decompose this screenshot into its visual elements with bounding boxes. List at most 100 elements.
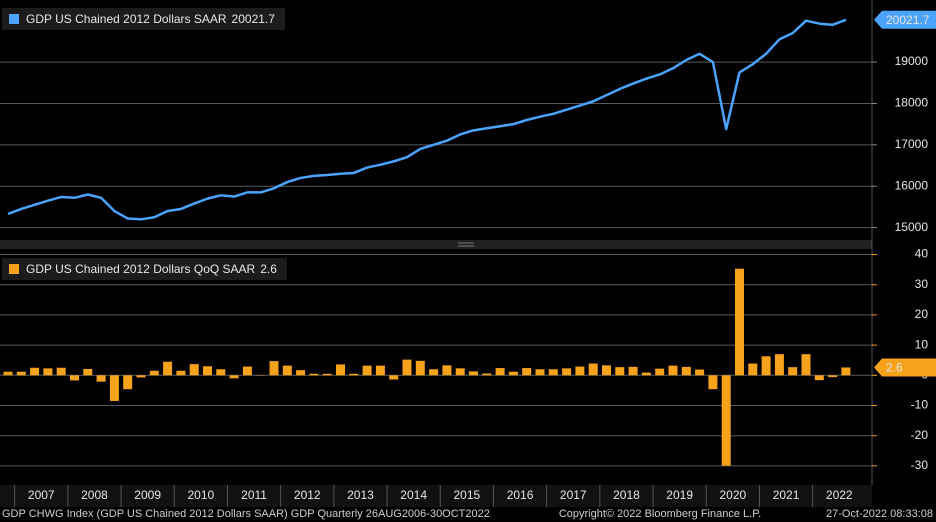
legend: GDP US Chained 2012 Dollars SAAR 20021.7 — [2, 8, 285, 30]
bar — [3, 371, 13, 376]
x-tick-label: 2014 — [400, 488, 427, 502]
bar — [136, 375, 146, 378]
bar — [336, 364, 345, 376]
bar — [70, 375, 79, 381]
bar — [189, 364, 199, 376]
bar — [216, 369, 226, 376]
x-tick-label: 2021 — [773, 488, 800, 502]
x-tick-label: 2012 — [294, 488, 321, 502]
last-value-tag — [874, 358, 936, 377]
bar — [389, 375, 399, 380]
panel-divider — [0, 240, 872, 249]
bar — [203, 366, 212, 376]
x-tick-label: 2009 — [134, 488, 161, 502]
bar — [748, 363, 758, 376]
bar — [56, 367, 66, 376]
footer-right: 27-Oct-2022 08:33:08 — [826, 508, 933, 520]
y-tick-label: 17000 — [895, 137, 929, 151]
x-tick-label: 2008 — [81, 488, 108, 502]
bar — [761, 356, 771, 376]
bar — [123, 375, 133, 390]
bar — [109, 375, 119, 401]
x-tick-label: 2015 — [453, 488, 480, 502]
y-tick-label: -10 — [911, 398, 929, 412]
legend-value: 2.6 — [260, 262, 277, 276]
bar — [774, 354, 784, 376]
footer-center: Copyright© 2022 Bloomberg Finance L.P. — [559, 508, 761, 520]
line-series — [7, 18, 847, 221]
x-tick-label: 2016 — [507, 488, 534, 502]
bar — [442, 365, 452, 376]
bar — [242, 366, 252, 376]
bar — [655, 368, 665, 376]
bar — [43, 368, 53, 376]
x-tick-label: 2018 — [613, 488, 640, 502]
bar — [269, 361, 279, 376]
bar — [575, 366, 585, 376]
x-tick-label: 2007 — [28, 488, 55, 502]
bar — [828, 375, 838, 378]
bar — [562, 368, 572, 376]
y-tick-label: 30 — [915, 277, 929, 291]
last-value-label: 2.6 — [886, 361, 903, 375]
bar — [296, 370, 306, 376]
footer-left: GDP CHWG Index (GDP US Chained 2012 Doll… — [2, 508, 490, 520]
x-axis-band — [0, 485, 872, 507]
bar — [788, 367, 798, 376]
legend-value: 20021.7 — [232, 12, 276, 26]
bar — [814, 375, 824, 381]
bar — [482, 373, 492, 376]
bar — [402, 359, 412, 376]
bar — [615, 367, 625, 376]
y-tick-label: 18000 — [895, 96, 929, 110]
bar — [455, 368, 465, 376]
legend-swatch — [9, 14, 19, 24]
legend-box — [2, 258, 287, 280]
x-tick-label: 2011 — [241, 488, 267, 502]
y-tick-label: 40 — [915, 247, 929, 261]
bar — [708, 375, 718, 390]
x-tick-label: 2010 — [187, 488, 214, 502]
y-tick-label: 15000 — [895, 220, 929, 234]
bar — [508, 371, 518, 376]
bar — [469, 371, 478, 376]
y-tick-label: -20 — [911, 428, 929, 442]
legend-label: GDP US Chained 2012 Dollars SAAR — [26, 12, 227, 26]
bar — [149, 370, 159, 376]
last-value-tag — [874, 10, 936, 29]
bar — [721, 375, 731, 466]
x-tick-label: 2020 — [719, 488, 746, 502]
bar — [309, 373, 319, 376]
legend-swatch — [9, 264, 19, 274]
y-tick-label: 20 — [915, 307, 929, 321]
x-tick-label: 2022 — [826, 488, 853, 502]
bar — [282, 365, 292, 376]
y-tick-label: 16000 — [895, 178, 929, 192]
last-value-label: 20021.7 — [886, 13, 930, 27]
bar — [628, 366, 638, 376]
bar — [535, 369, 545, 376]
bar — [349, 373, 359, 376]
bar — [548, 369, 558, 376]
bar — [375, 365, 385, 376]
bar — [641, 372, 651, 376]
bar — [322, 373, 332, 376]
bar — [735, 268, 744, 376]
bar — [415, 360, 425, 376]
bar — [229, 375, 239, 379]
bar — [602, 365, 611, 376]
bar — [163, 361, 173, 376]
x-tick-label: 2019 — [666, 488, 693, 502]
bar — [495, 368, 505, 376]
y-tick-label: 10 — [915, 337, 929, 351]
bar — [83, 368, 93, 376]
bar — [668, 365, 678, 376]
x-tick-label: 2013 — [347, 488, 374, 502]
bar — [96, 375, 106, 382]
bar — [801, 354, 811, 376]
bar — [588, 363, 598, 376]
bar — [176, 370, 186, 376]
legend-label: GDP US Chained 2012 Dollars QoQ SAAR — [26, 262, 256, 276]
bar — [681, 366, 691, 376]
